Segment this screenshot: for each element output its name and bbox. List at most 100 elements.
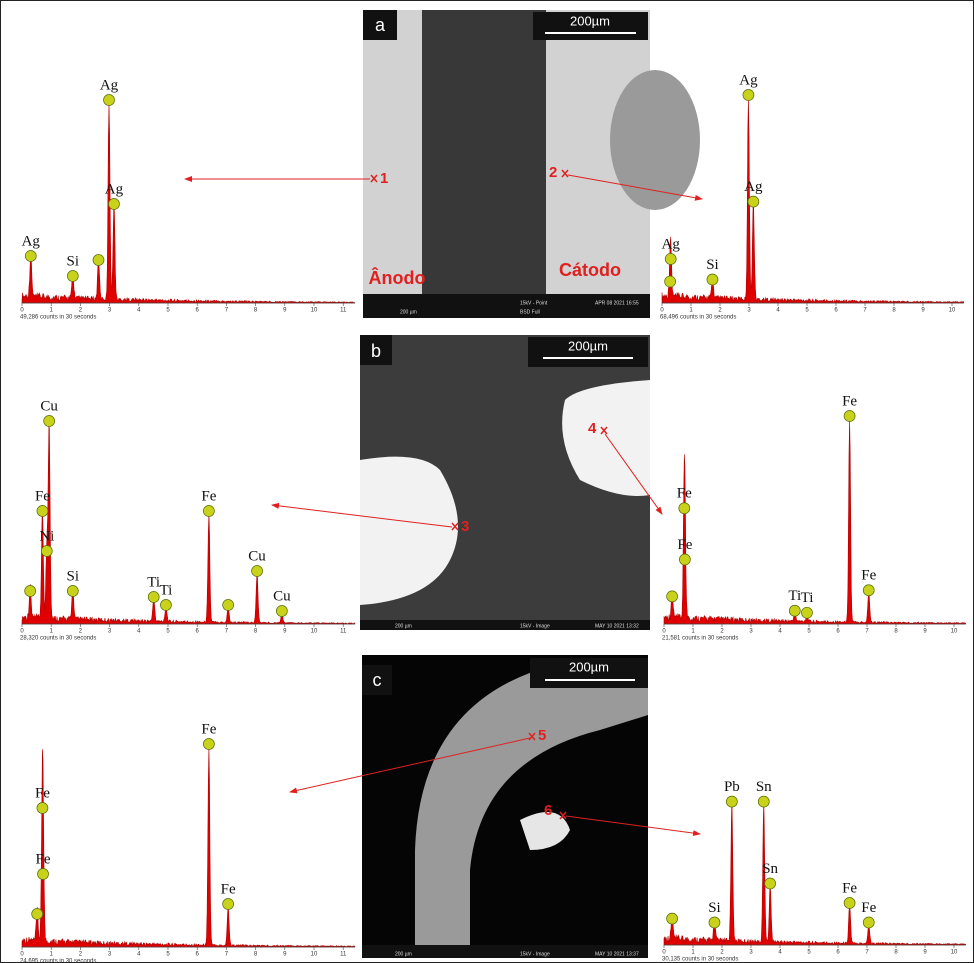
x-tick-label: 4: [778, 950, 782, 956]
peak-marker: [862, 916, 875, 929]
peak-label: Fe: [861, 568, 876, 584]
x-tick-label: 1: [50, 629, 54, 635]
peak-marker: [160, 599, 172, 611]
x-tick-label: 0: [20, 952, 24, 958]
peak-marker: [222, 599, 235, 611]
x-tick-label: 9: [283, 952, 287, 958]
peak-marker: [103, 94, 115, 106]
footer: 200 µm: [395, 623, 412, 629]
peak-marker: [66, 585, 79, 597]
x-tick-label: 4: [776, 308, 780, 314]
peak-marker: [678, 502, 691, 515]
x-tick-label: 9: [283, 308, 287, 314]
peak-marker: [24, 250, 37, 262]
sem-panel-a: a 200µm Ânodo Cátodo 200 µm 15kV - Point…: [363, 10, 700, 318]
x-tick-label: 5: [166, 308, 170, 314]
peak-label: Fe: [221, 881, 236, 897]
peak-marker: [43, 415, 56, 427]
sem-panel-c: c 200µm 200 µm 15kV - Image MAY 10 2021 …: [362, 655, 648, 958]
eds-spectrum: 0 1 2 3 4 5 6 7 8 9 10 30,135 counts in 30 seconds P…: [662, 779, 966, 963]
peak-marker: [24, 585, 37, 597]
x-tick-label: 4: [137, 308, 141, 314]
point-label: 6: [544, 802, 552, 819]
peak-marker: [666, 590, 678, 603]
point-label: 4: [588, 420, 597, 437]
x-tick-label: 0: [662, 950, 666, 956]
peak-marker: [664, 253, 677, 265]
scale-bar: 200µm: [568, 338, 608, 353]
x-tick-label: 6: [196, 952, 200, 958]
x-tick-label: 8: [892, 308, 896, 314]
peak-label: Ti: [160, 582, 173, 598]
peak-marker: [843, 897, 856, 909]
x-tick-label: 1: [50, 952, 54, 958]
x-tick-label: 7: [225, 952, 229, 958]
region-label: Ânodo: [369, 267, 426, 288]
peak-label: Ag: [100, 77, 119, 93]
x-tick-label: 2: [79, 952, 83, 958]
peak-marker: [203, 738, 215, 750]
x-tick-label: 11: [340, 308, 347, 314]
peak-label: Ag: [662, 236, 681, 252]
peak-label: Si: [708, 900, 721, 916]
peak-label: Ni: [39, 528, 54, 544]
footer: 15kV - Image: [520, 623, 550, 629]
point-label: 5: [538, 727, 546, 744]
peak-label: Sn: [756, 779, 772, 795]
x-tick-label: 5: [807, 950, 811, 956]
x-tick-label: 0: [660, 308, 664, 314]
peak-marker: [36, 505, 49, 517]
peak-marker: [843, 410, 856, 422]
x-tick-label: 2: [720, 950, 724, 956]
peak-label: Fe: [201, 721, 216, 737]
x-tick-label: 4: [137, 629, 141, 635]
panel-label: a: [375, 15, 386, 35]
x-tick-label: 3: [749, 950, 753, 956]
peak-marker: [742, 89, 755, 101]
peak-label: Fe: [842, 880, 857, 896]
footer: APR 08 2021 16:55: [595, 300, 639, 306]
x-tick-label: 9: [921, 308, 925, 314]
x-tick-label: 3: [749, 629, 753, 635]
spectrum-area: [663, 418, 966, 625]
scale-bar: 200µm: [569, 659, 609, 674]
eds-spectrum: 0 1 2 3 4 5 6 7 8 9 10 68,496 counts in 30 seconds A…: [660, 72, 964, 321]
peak-label: Fe: [35, 488, 50, 504]
scale-bar: 200µm: [570, 13, 610, 28]
peak-label: Si: [67, 568, 80, 584]
footer: 200 µm: [395, 951, 412, 957]
x-tick-label: 8: [254, 629, 258, 635]
x-tick-label: 5: [166, 952, 170, 958]
x-tick-label: 6: [196, 308, 200, 314]
peak-marker: [37, 868, 49, 880]
x-tick-label: 4: [778, 629, 782, 635]
x-tick-label: 3: [108, 308, 112, 314]
point-label: 2: [549, 164, 557, 181]
counts-label: 68,496 counts in 30 seconds: [660, 315, 736, 321]
peak-label: Fe: [861, 900, 876, 916]
x-tick-label: 7: [865, 950, 869, 956]
peak-marker: [757, 795, 770, 808]
peak-marker: [747, 195, 760, 208]
counts-label: 49,286 counts in 30 seconds: [20, 315, 96, 321]
peak-marker: [764, 877, 776, 890]
x-tick-label: 10: [311, 952, 318, 958]
footer: BSD Full: [520, 309, 540, 315]
peak-label: Ti: [147, 574, 160, 590]
x-tick-label: 3: [108, 952, 112, 958]
peak-marker: [203, 505, 215, 517]
peak-label: Cu: [273, 588, 291, 604]
x-tick-label: 6: [836, 629, 840, 635]
x-tick-label: 4: [137, 952, 141, 958]
x-tick-label: 11: [340, 629, 347, 635]
x-tick-label: 11: [340, 952, 347, 958]
x-tick-label: 3: [108, 629, 112, 635]
peak-marker: [222, 898, 235, 910]
x-tick-label: 9: [923, 629, 927, 635]
x-tick-label: 10: [949, 308, 956, 314]
eds-spectrum: 0 1 2 3 4 5 6 7 8 9 10 21,581 counts in 30 seconds F…: [662, 393, 966, 642]
x-tick-label: 6: [836, 950, 840, 956]
footer: MAY 10 2021 13:32: [595, 623, 639, 629]
eds-spectrum: 0 1 2 3 4 5 6 7 8 9 10 11 24,695 counts in 30 second…: [20, 721, 356, 963]
